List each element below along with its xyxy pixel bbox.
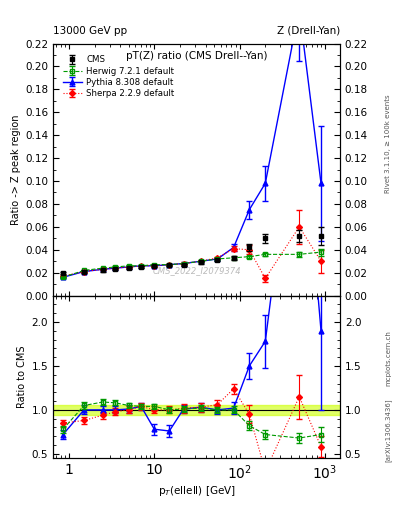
Y-axis label: Ratio -> Z peak region: Ratio -> Z peak region: [11, 114, 21, 225]
Legend: CMS, Herwig 7.2.1 default, Pythia 8.308 default, Sherpa 2.2.9 default: CMS, Herwig 7.2.1 default, Pythia 8.308 …: [60, 53, 177, 100]
Text: Rivet 3.1.10, ≥ 100k events: Rivet 3.1.10, ≥ 100k events: [385, 94, 391, 193]
Text: CMS_2022_I2079374: CMS_2022_I2079374: [152, 266, 241, 275]
X-axis label: p$_T$(ellell) [GeV]: p$_T$(ellell) [GeV]: [158, 484, 235, 499]
Y-axis label: Ratio to CMS: Ratio to CMS: [17, 346, 28, 408]
Text: pT(Z) ratio (CMS Drell--Yan): pT(Z) ratio (CMS Drell--Yan): [126, 51, 267, 61]
Text: mcplots.cern.ch: mcplots.cern.ch: [385, 330, 391, 387]
Text: Z (Drell-Yan): Z (Drell-Yan): [277, 26, 340, 36]
Text: 13000 GeV pp: 13000 GeV pp: [53, 26, 127, 36]
Text: [arXiv:1306.3436]: [arXiv:1306.3436]: [384, 398, 391, 462]
Bar: [53, 404, 340, 415]
